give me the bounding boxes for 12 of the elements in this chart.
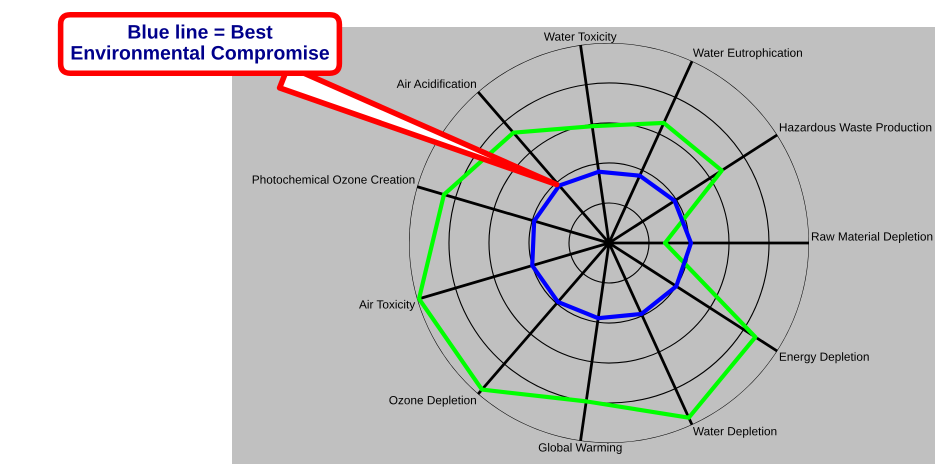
spoke-label: Global Warming	[538, 442, 622, 454]
text: Blue line = Best Environmental Compromise	[72, 24, 329, 64]
spoke-label: Energy Depletion	[780, 352, 869, 364]
spoke-label: Raw Material Depletion	[812, 232, 932, 243]
spoke-label: Air Toxicity	[359, 300, 416, 311]
spoke-label: Ozone Depletion	[389, 396, 476, 407]
spoke-label: Water Eutrophication	[692, 48, 802, 60]
spoke-label: Water Toxicity	[544, 32, 617, 44]
spoke-label: Water Depletion	[692, 426, 776, 438]
spoke-label: Air Acidification	[396, 79, 476, 88]
spoke-label: Hazardous Waste Production	[780, 122, 932, 132]
spoke-label: Photochemical Ozone Creation	[252, 175, 414, 184]
